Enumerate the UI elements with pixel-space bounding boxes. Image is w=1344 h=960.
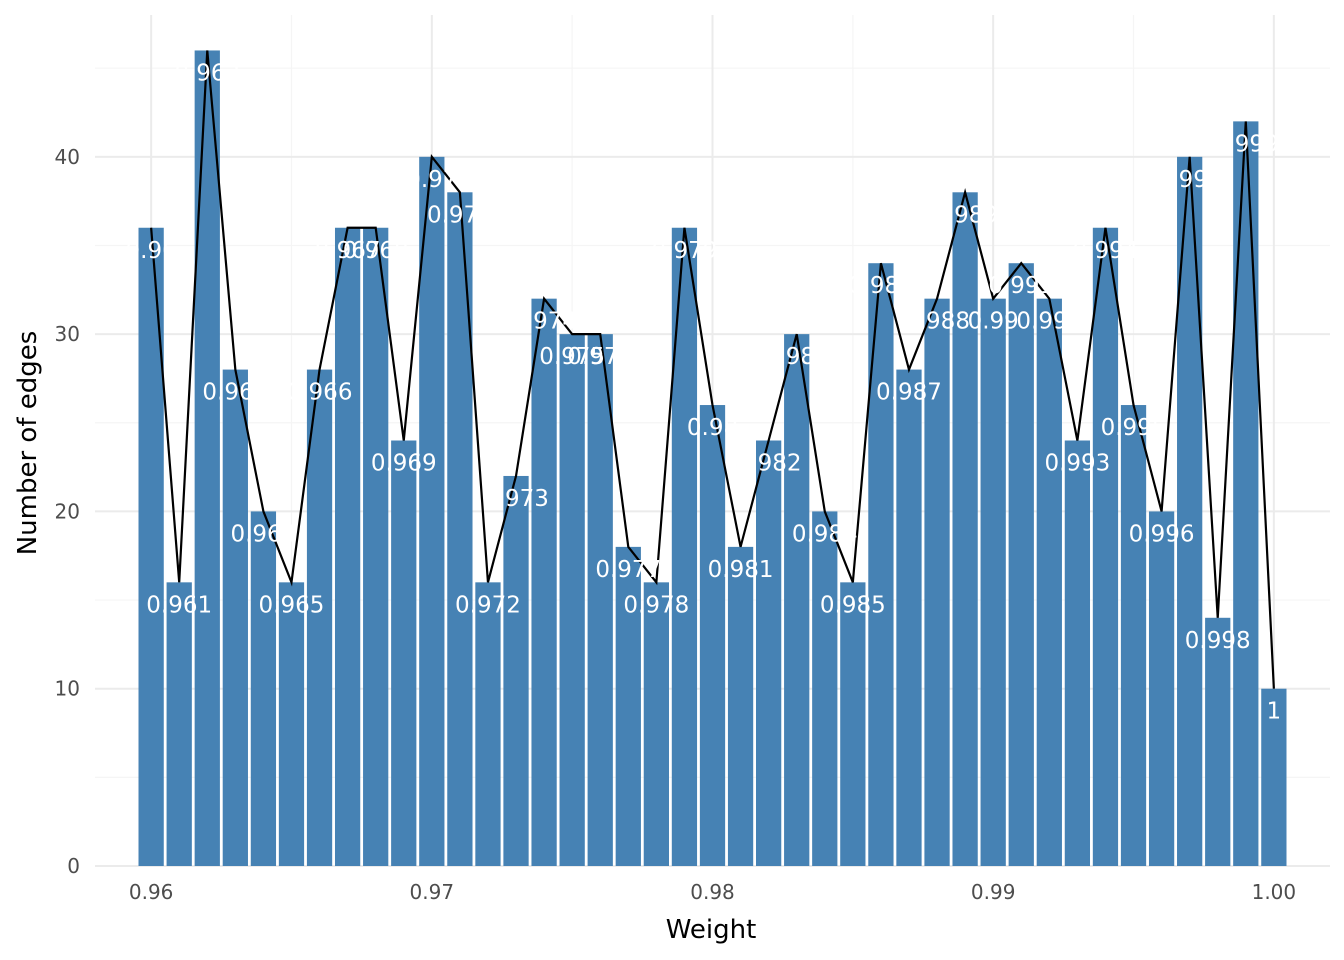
- bar: [475, 582, 501, 866]
- bar: [391, 440, 417, 866]
- bar: [1064, 440, 1091, 866]
- bar: [784, 334, 810, 866]
- bar-label: 0.986: [848, 273, 914, 299]
- bar: [166, 582, 192, 866]
- y-axis-title: Number of edges: [13, 331, 43, 556]
- bar: [643, 582, 669, 866]
- bar-label: 0.996: [1129, 521, 1195, 547]
- bar-label: 0.999: [1213, 131, 1279, 157]
- bar: [531, 298, 557, 867]
- bar-label: 0.991: [988, 273, 1054, 299]
- bar: [222, 369, 248, 866]
- bar: [1148, 511, 1175, 866]
- bar-label: 0.979: [652, 238, 718, 264]
- bar-label: 0.963: [202, 380, 268, 406]
- bar: [671, 227, 698, 866]
- bar-label: 0.988: [904, 309, 970, 335]
- x-tick-label: 0.99: [971, 880, 1016, 904]
- bar: [924, 298, 950, 867]
- bar-label: 0.975: [539, 344, 605, 370]
- bar-label: 0.984: [792, 521, 858, 547]
- bar: [980, 298, 1006, 867]
- bar-label: 0.995: [1101, 415, 1167, 441]
- bar: [559, 334, 585, 866]
- bar: [952, 192, 978, 866]
- bar-label: 0.997: [1157, 167, 1223, 193]
- bar-label: 0.973: [483, 486, 549, 512]
- bar: [419, 156, 445, 867]
- bar-label: 0.967: [315, 238, 381, 264]
- bar-label: 0.969: [371, 451, 437, 477]
- bar: [1261, 688, 1287, 866]
- trend-line-path: [150, 50, 1275, 689]
- bar: [1120, 405, 1147, 866]
- bar: [447, 192, 473, 866]
- x-tick-label: 0.98: [690, 880, 735, 904]
- x-tick-label: 1.00: [1252, 880, 1297, 904]
- bar-label: 0.992: [1016, 309, 1082, 335]
- bar-label: 0.966: [287, 380, 353, 406]
- bar-label: 0.998: [1185, 628, 1251, 654]
- bar: [1233, 121, 1259, 866]
- bar: [250, 511, 277, 866]
- bar-label: 0.985: [820, 592, 886, 618]
- bar-label: 0.964: [230, 521, 296, 547]
- bar-label: 0.98: [687, 415, 738, 441]
- bar-labels: 0.960.9610.9620.9630.9640.9650.9660.9670…: [126, 60, 1282, 724]
- bar-label: 0.981: [708, 557, 774, 583]
- bar-label: 0.99: [968, 309, 1019, 335]
- bar: [812, 511, 838, 866]
- bar: [840, 582, 866, 866]
- bar-label: 0.989: [932, 202, 998, 228]
- bar: [587, 334, 613, 866]
- bar-label: 0.972: [455, 592, 521, 618]
- bar-label: 0.974: [511, 309, 577, 335]
- bar: [306, 369, 333, 866]
- x-axis-ticks: 0.96 0.97 0.98 0.99 1.00: [129, 880, 1296, 904]
- bar-label: 0.976: [567, 344, 633, 370]
- bar-label: 0.961: [146, 592, 212, 618]
- bar-label: 0.983: [764, 344, 830, 370]
- y-tick-label: 40: [55, 145, 80, 169]
- bar: [138, 227, 164, 866]
- bar: [1008, 263, 1034, 866]
- bar-label: 0.971: [427, 202, 493, 228]
- bar: [1092, 227, 1119, 866]
- bar: [1205, 617, 1231, 866]
- bar-label: 1: [1267, 699, 1282, 725]
- bar: [363, 227, 389, 866]
- bar-label: 0.96: [126, 238, 177, 264]
- x-tick-label: 0.96: [129, 880, 174, 904]
- bar: [278, 582, 305, 866]
- bar-label: 0.982: [736, 451, 802, 477]
- bar: [194, 50, 220, 867]
- bar: [615, 546, 641, 866]
- bar: [727, 546, 754, 866]
- bar: [503, 475, 529, 866]
- bar: [756, 440, 782, 866]
- trend-line: [150, 50, 1275, 689]
- bar-label: 0.97: [406, 167, 457, 193]
- bar-label: 0.993: [1044, 451, 1110, 477]
- y-tick-label: 10: [55, 677, 80, 701]
- bar-label: 0.965: [259, 592, 325, 618]
- bar-label: 0.994: [1073, 238, 1139, 264]
- bar-label: 0.977: [595, 557, 661, 583]
- bar-label: 0.987: [876, 380, 942, 406]
- bar: [1036, 298, 1062, 867]
- bar-label: 0.978: [623, 592, 689, 618]
- x-tick-label: 0.97: [410, 880, 455, 904]
- bar-label: 0.968: [343, 238, 409, 264]
- bar-label: 0.962: [174, 60, 240, 86]
- y-axis-ticks: 0 10 20 30 40: [55, 145, 80, 878]
- bar: [896, 369, 922, 866]
- y-tick-label: 20: [55, 499, 80, 523]
- bar: [699, 405, 726, 866]
- bars: [138, 50, 1287, 867]
- x-axis-title: Weight: [666, 915, 757, 945]
- y-tick-label: 0: [67, 854, 80, 878]
- bar: [334, 227, 361, 866]
- y-tick-label: 30: [55, 322, 80, 346]
